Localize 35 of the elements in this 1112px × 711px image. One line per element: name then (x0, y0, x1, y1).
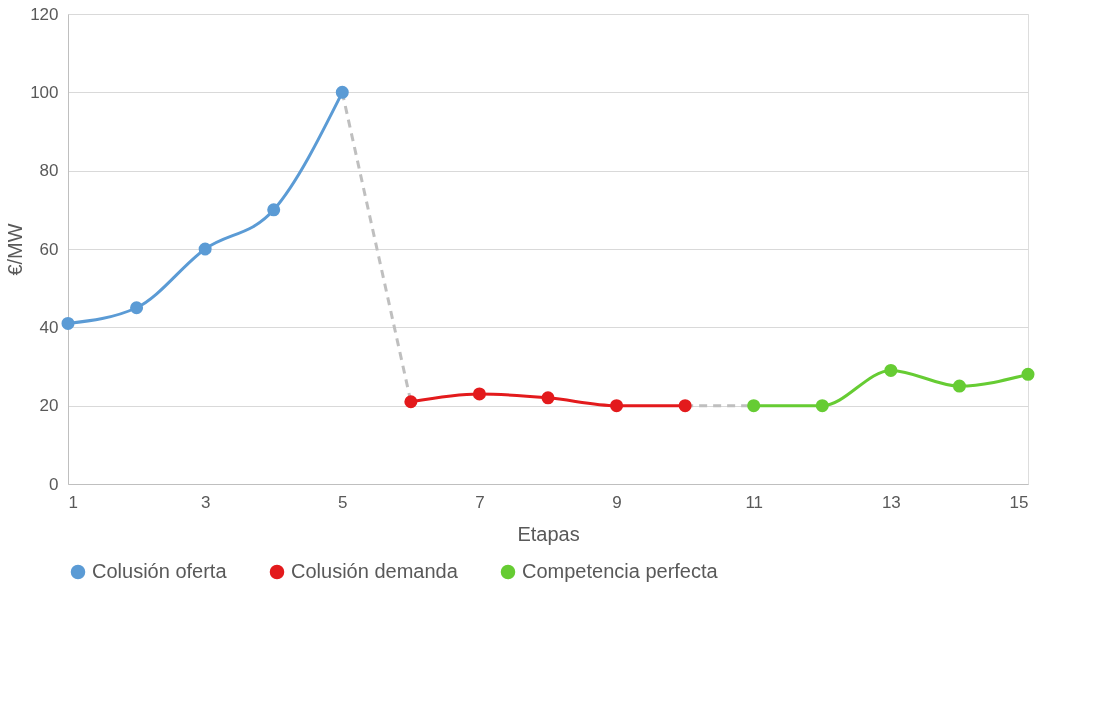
point (815, 399, 829, 413)
point (610, 399, 624, 413)
y-tick-label: 100 (30, 82, 59, 102)
point (678, 399, 692, 413)
point (472, 387, 486, 401)
point (198, 242, 212, 256)
y-tick-label: 0 (49, 474, 59, 494)
legend-label: Competencia perfecta (522, 560, 719, 582)
legend-label: Colusión oferta (92, 560, 228, 582)
x-tick-label: 5 (338, 492, 348, 512)
y-tick-label: 60 (39, 239, 59, 259)
point (884, 363, 898, 377)
x-tick-label: 7 (475, 492, 485, 512)
x-axis-title: Etapas (517, 522, 580, 545)
point (541, 391, 555, 405)
x-tick-label: 11 (745, 492, 764, 512)
point (747, 399, 761, 413)
x-tick-label: 9 (612, 492, 622, 512)
point (130, 301, 144, 315)
y-tick-label: 40 (39, 317, 59, 337)
point (335, 85, 349, 99)
y-axis-title: €/MW (4, 223, 27, 276)
x-tick-label: 3 (200, 492, 211, 512)
y-tick-label: 20 (39, 396, 59, 416)
point (61, 316, 75, 330)
point (267, 203, 281, 217)
point (404, 395, 418, 409)
legend-label: Colusión demanda (291, 560, 459, 582)
point (952, 379, 966, 393)
y-tick-label: 120 (30, 4, 59, 24)
x-tick-label: 13 (881, 492, 901, 512)
point (1021, 367, 1035, 381)
x-tick-label: 15 (1009, 492, 1029, 512)
y-tick-label: 80 (39, 161, 59, 181)
x-tick-label: 1 (68, 492, 78, 512)
